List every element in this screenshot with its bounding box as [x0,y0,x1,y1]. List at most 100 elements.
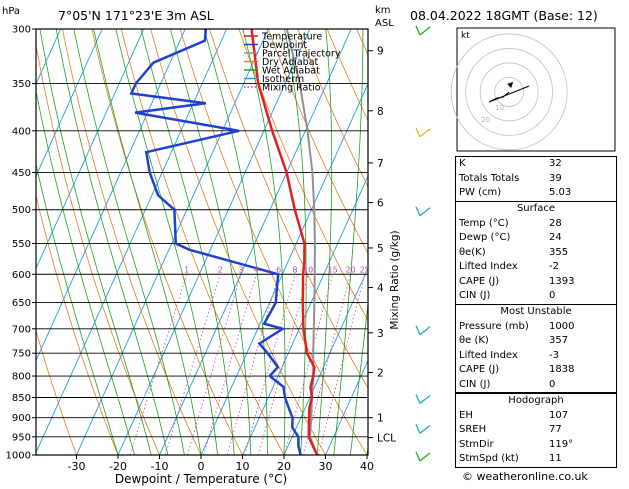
wind-barb [420,425,430,433]
dry-adiabat-line [121,29,284,455]
mixing-ratio-line [165,274,220,455]
wind-barb [420,395,430,403]
height-tick-label: 6 [377,198,384,210]
pressure-tick-label: 400 [12,126,31,137]
hodograph-ring-label: 20 [481,116,490,124]
height-tick-label: 8 [377,106,384,118]
height-tick-label: 9 [377,46,384,58]
pressure-tick-label: 500 [12,205,31,216]
wind-barb-flag [416,207,420,216]
surface-title: Surface [456,202,616,217]
watermark[interactable]: © weatheronline.co.uk [462,470,588,483]
wind-barb-flag [416,394,420,403]
wind-barb-flag [416,26,420,35]
mixing-ratio-label: 15 [328,265,338,274]
wind-barb [420,453,430,461]
surface-row: CAPE (J)1393 [456,275,616,290]
pressure-tick-label: 650 [12,298,31,309]
mixing-ratio-axis-title: Mixing Ratio (g/kg) [389,230,401,329]
pressure-tick-label: 800 [12,372,31,383]
mixing-ratio-label: 8 [293,265,298,274]
wind-barb-flag [416,326,420,335]
surface-row: Dewp (°C)24 [456,231,616,246]
pressure-tick-label: 350 [12,79,31,90]
mixing-ratio-label: 6 [276,265,281,274]
height-tick-label: LCL [377,433,396,445]
hpa-label: hPa [2,6,20,17]
pressure-tick-label: 850 [12,393,31,404]
wind-barb [420,27,430,35]
hodograph-kt-label: kt [461,31,470,41]
surface-box: Surface Temp (°C)28 Dewp (°C)24 θe(K)355… [455,201,617,305]
most-unstable-title: Most Unstable [456,305,616,320]
pressure-tick-label: 750 [12,349,31,360]
index-row-pw: PW (cm)5.03 [456,186,616,201]
pressure-tick-label: 450 [12,168,31,179]
surface-row: CIN (J)0 [456,289,616,304]
most-unstable-box: Most Unstable Pressure (mb)1000 θe (K)35… [455,304,617,393]
hodograph-frame [457,28,615,151]
pressure-tick-label: 550 [12,239,31,250]
height-tick-label: 5 [377,243,384,255]
pressure-tick-label: 900 [12,413,31,424]
height-tick-label: 3 [377,328,384,340]
wet-adiabat-line [170,29,250,455]
x-axis-title: Dewpoint / Temperature (°C) [115,472,287,486]
wet-adiabat-line [94,29,201,455]
asl-label: ASL [375,18,394,29]
mu-row: CAPE (J)1838 [456,363,616,378]
height-tick-label: 7 [377,158,384,170]
hodograph-table-title: Hodograph [456,394,616,409]
mu-row: CIN (J)0 [456,378,616,393]
pressure-tick-label: 300 [12,25,31,36]
surface-row: θe(K)355 [456,246,616,261]
hodograph-ring-label: 10 [495,104,504,112]
mixing-ratio-label: 4 [254,265,259,274]
mixing-ratio-label: 20 [345,265,355,274]
km-label: km [375,5,391,16]
wind-barb-flag [416,452,420,461]
pressure-tick-label: 600 [12,270,31,281]
height-tick-label: 4 [377,283,384,295]
mu-row: Lifted Index-3 [456,349,616,364]
wet-adiabat-line [74,29,184,455]
location-title: 7°05'N 171°23'E 3m ASL [58,8,214,23]
pressure-tick-label: 700 [12,324,31,335]
wind-barb-flag [416,424,420,433]
wind-barb-flag [416,128,420,137]
wind-barb [420,208,430,216]
pressure-tick-label: 950 [12,432,31,443]
mu-row: Pressure (mb)1000 [456,320,616,335]
mixing-ratio-label: 1 [184,265,189,274]
mixing-ratio-label: 2 [218,265,223,274]
mixing-ratio-line [227,274,279,455]
mixing-ratio-label: 10 [303,265,313,274]
surface-row: Lifted Index-2 [456,260,616,275]
temperature-tick-label: -30 [68,460,86,473]
wind-barb [420,327,430,335]
mu-row: θe (K)357 [456,334,616,349]
pressure-tick-label: 1000 [6,451,31,462]
datetime-title: 08.04.2022 18GMT (Base: 12) [410,8,598,23]
wet-adiabat-line [25,29,135,455]
dry-adiabat-line [621,29,629,455]
mixing-ratio-label: 25 [360,265,370,274]
hodo-row: StmSpd (kt)11 [456,452,616,467]
legend-label: Mixing Ratio [262,83,321,94]
height-tick-label: 2 [377,367,384,379]
temperature-tick-label: 40 [360,460,374,473]
mixing-ratio-label: 3 [239,265,244,274]
wind-barb [420,129,430,137]
height-tick-label: 1 [377,413,384,425]
wet-adiabat-line [56,29,168,455]
surface-row: Temp (°C)28 [456,217,616,232]
temperature-tick-label: 30 [319,460,333,473]
